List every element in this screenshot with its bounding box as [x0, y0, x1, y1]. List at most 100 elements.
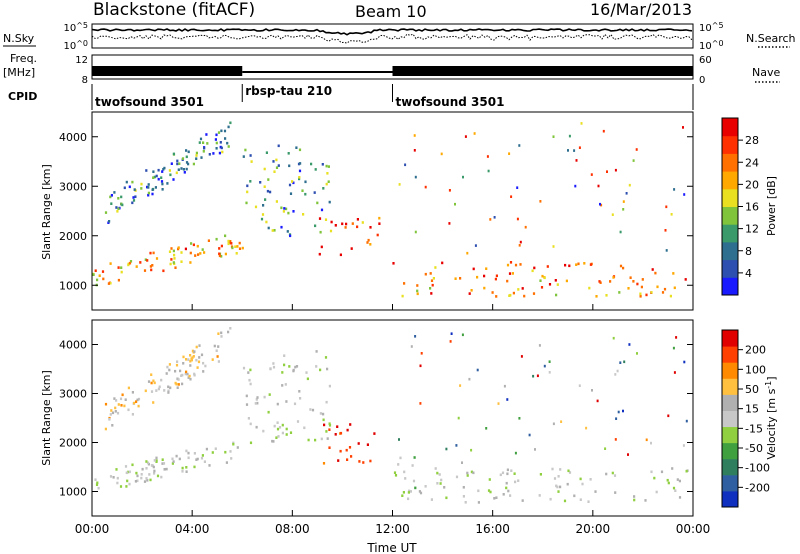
heatmap-cell — [318, 217, 322, 220]
heatmap-cell — [672, 346, 675, 350]
heatmap-cell — [616, 369, 619, 373]
heatmap-cell — [267, 178, 270, 181]
heatmap-cell — [667, 414, 670, 418]
heatmap-cell — [661, 291, 665, 294]
heatmap-cell — [309, 408, 312, 411]
nsky-frame — [91, 23, 694, 49]
heatmap-cell — [125, 180, 128, 184]
colorbar-swatch — [722, 118, 738, 137]
heatmap-cell — [95, 483, 99, 486]
heatmap-cell — [147, 380, 151, 383]
heatmap-cell — [645, 293, 648, 297]
heatmap-cell — [190, 357, 193, 360]
heatmap-cell — [224, 234, 227, 238]
heatmap-cell — [598, 280, 601, 283]
heatmap-cell — [211, 358, 214, 361]
heatmap-cell — [531, 269, 534, 273]
nsky-tick-label: 10^0 — [699, 39, 724, 52]
heatmap-cell — [597, 184, 600, 188]
heatmap-cell — [495, 274, 498, 278]
heatmap-cell — [152, 176, 155, 179]
velocity-y-ticks: 1000 2000 3000 4000 — [59, 339, 693, 499]
heatmap-cell — [120, 270, 123, 274]
heatmap-cell — [632, 280, 635, 283]
heatmap-cell — [249, 422, 252, 426]
heatmap-cell — [508, 294, 511, 297]
heatmap-cell — [416, 289, 419, 293]
heatmap-cell — [249, 154, 252, 157]
heatmap-cell — [161, 462, 164, 465]
heatmap-cell — [669, 294, 672, 298]
colorbar-swatch — [722, 277, 738, 296]
heatmap-cell — [198, 141, 201, 144]
heatmap-cell — [167, 385, 170, 389]
heatmap-cell — [564, 263, 567, 267]
heatmap-cell — [619, 230, 622, 234]
heatmap-cell — [177, 168, 180, 171]
heatmap-cell — [633, 498, 636, 502]
y-tick-label: 4000 — [59, 131, 87, 144]
colorbar-tick-label: 28 — [745, 134, 759, 147]
heatmap-cell — [277, 144, 280, 148]
heatmap-cell — [605, 294, 608, 297]
heatmap-cell — [153, 469, 156, 473]
heatmap-cell — [143, 269, 147, 272]
heatmap-cell — [611, 471, 614, 475]
heatmap-cell — [470, 289, 473, 292]
heatmap-cell — [468, 377, 471, 381]
heatmap-cell — [248, 378, 251, 382]
heatmap-cell — [523, 294, 526, 298]
heatmap-cell — [600, 203, 603, 207]
heatmap-cell — [489, 218, 492, 221]
heatmap-cell — [140, 473, 143, 476]
heatmap-cell — [664, 229, 667, 232]
heatmap-cell — [304, 192, 307, 196]
heatmap-cell — [516, 217, 519, 221]
heatmap-cell — [632, 159, 635, 162]
heatmap-cell — [117, 403, 120, 406]
heatmap-cell — [450, 332, 453, 335]
heatmap-cell — [557, 490, 560, 493]
heatmap-cell — [180, 374, 183, 377]
heatmap-cell — [636, 282, 639, 286]
velocity-colorbar: -200 -100 -50 -15 15 50 100 200 Velocity [m s-1… — [721, 329, 778, 508]
heatmap-cell — [505, 486, 508, 490]
heatmap-cell — [144, 389, 147, 393]
heatmap-cell — [121, 393, 124, 397]
heatmap-cell — [325, 400, 328, 404]
heatmap-cell — [346, 458, 349, 461]
heatmap-cell — [261, 213, 265, 216]
heatmap-cell — [121, 203, 124, 207]
heatmap-cell — [152, 401, 155, 404]
heatmap-cell — [193, 373, 196, 377]
colorbar-swatch — [722, 426, 738, 444]
heatmap-cell — [144, 258, 147, 261]
colorbar-swatch — [722, 346, 738, 363]
heatmap-cell — [176, 162, 179, 166]
heatmap-cell — [560, 420, 563, 423]
y-tick-label: 1000 — [59, 486, 87, 499]
heatmap-cell — [136, 474, 139, 478]
heatmap-cell — [328, 446, 331, 449]
heatmap-cell — [148, 473, 151, 476]
heatmap-cell — [196, 366, 199, 369]
heatmap-cell — [163, 389, 166, 392]
heatmap-cell — [153, 381, 156, 385]
heatmap-cell — [292, 181, 295, 185]
heatmap-cell — [175, 171, 178, 175]
heatmap-cell — [399, 456, 402, 460]
heatmap-cell — [314, 224, 317, 228]
y-tick-label: 3000 — [59, 180, 87, 193]
heatmap-cell — [436, 471, 439, 475]
heatmap-cell — [466, 471, 469, 475]
heatmap-cell — [227, 145, 230, 148]
heatmap-cell — [94, 269, 97, 272]
heatmap-cell — [540, 286, 544, 289]
colorbar-swatch — [722, 153, 738, 172]
heatmap-cell — [162, 462, 166, 465]
heatmap-cell — [218, 252, 221, 256]
heatmap-cell — [472, 471, 475, 475]
heatmap-cell — [107, 282, 110, 285]
colorbar-tick-label: -100 — [745, 462, 770, 475]
heatmap-cell — [271, 439, 274, 443]
